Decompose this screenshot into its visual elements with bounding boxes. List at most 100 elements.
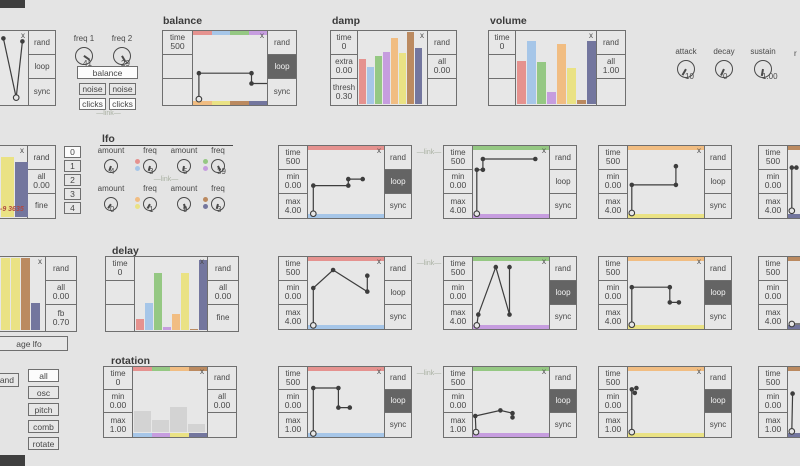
x-marker[interactable]: x bbox=[377, 257, 381, 266]
lfo-amount-2-knob[interactable] bbox=[177, 159, 191, 173]
delay-env-3-envelope-curve[interactable] bbox=[628, 257, 704, 329]
delay-panel-right-cell-fine[interactable]: fine bbox=[207, 304, 239, 332]
rotation-env-3-right-cell-rand[interactable]: rand bbox=[704, 366, 732, 390]
lfo-amount-4-knob[interactable] bbox=[177, 197, 191, 211]
preset-button-1[interactable]: 1 bbox=[64, 160, 81, 172]
sustain-knob[interactable] bbox=[754, 60, 772, 78]
damp-panel-left-cell-thresh[interactable]: thresh 0.30 bbox=[330, 78, 358, 106]
rotation-env-1-right-cell-rand[interactable]: rand bbox=[384, 366, 412, 390]
lfo-env-1-left-cell-time[interactable]: time 500 bbox=[278, 145, 308, 170]
delay-env-2-right-cell-loop[interactable]: loop bbox=[549, 280, 577, 305]
rotation-panel-right-cell-rand[interactable]: rand bbox=[207, 366, 237, 390]
rotation-env-3-left-cell-max[interactable]: max 1.00 bbox=[598, 412, 628, 438]
rotation-env-4-left-cell-time[interactable]: time 500 bbox=[758, 366, 788, 390]
noise-left-button[interactable]: noise bbox=[79, 83, 106, 95]
lfo-freq-1-knob[interactable] bbox=[143, 159, 157, 173]
delay-env-4-left-cell-time[interactable]: time 500 bbox=[758, 256, 788, 281]
lfo-freq-4-knob[interactable] bbox=[211, 197, 225, 211]
rotation-env-2-envelope-editor[interactable]: x bbox=[472, 366, 550, 438]
row1-left-envelope-panel-envelope-curve[interactable] bbox=[0, 31, 28, 105]
rotation-env-1-left-cell-min[interactable]: min 0.00 bbox=[278, 389, 308, 413]
x-marker[interactable]: x bbox=[200, 367, 204, 376]
lfo-env-4-left-cell-time[interactable]: time 500 bbox=[758, 145, 788, 170]
lfo-env-3-right-cell-sync[interactable]: sync bbox=[704, 193, 732, 219]
rotation-env-1-right-cell-sync[interactable]: sync bbox=[384, 412, 412, 438]
rotation-env-3-envelope-curve[interactable] bbox=[628, 367, 704, 437]
rotation-env-3-right-cell-loop[interactable]: loop bbox=[704, 389, 732, 413]
delay-env-2-left-cell-time[interactable]: time 500 bbox=[443, 256, 473, 281]
preset-button-2[interactable]: 2 bbox=[64, 174, 81, 186]
rotation-panel-right-cell-all[interactable]: all 0.00 bbox=[207, 389, 237, 413]
target-pitch-button[interactable]: pitch bbox=[28, 403, 59, 416]
row2-left-bars-panel-right-cell-rand[interactable]: rand bbox=[27, 145, 56, 170]
rotation-env-4-left-cell-max[interactable]: max 1.00 bbox=[758, 412, 788, 438]
row1-left-envelope-panel-right-cell-rand[interactable]: rand bbox=[28, 30, 56, 55]
delay-env-3-left-cell-max[interactable]: max 4.00 bbox=[598, 304, 628, 330]
delay-env-3-right-cell-loop[interactable]: loop bbox=[704, 280, 732, 305]
delay-env-3-left-cell-time[interactable]: time 500 bbox=[598, 256, 628, 281]
attack-knob[interactable] bbox=[677, 60, 695, 78]
x-marker[interactable]: x bbox=[542, 146, 546, 155]
row1-left-envelope-panel-envelope-editor[interactable]: x bbox=[0, 30, 29, 106]
lfo-env-2-envelope-editor[interactable]: x bbox=[472, 145, 550, 219]
lfo-env-2-left-cell-time[interactable]: time 500 bbox=[443, 145, 473, 170]
volume-panel-right-cell-all[interactable]: all 1.00 bbox=[596, 54, 626, 79]
delay-panel-left-cell-time[interactable]: time 0 bbox=[105, 256, 135, 281]
freq-1-knob[interactable] bbox=[75, 47, 93, 65]
lfo-env-3-left-cell-max[interactable]: max 4.00 bbox=[598, 193, 628, 219]
lfo-env-2-envelope-curve[interactable] bbox=[473, 146, 549, 218]
delay-env-2-left-cell-max[interactable]: max 4.00 bbox=[443, 304, 473, 330]
rotation-env-1-envelope-editor[interactable]: x bbox=[307, 366, 385, 438]
lfo-env-3-right-cell-loop[interactable]: loop bbox=[704, 169, 732, 194]
lfo-env-4-envelope-editor[interactable] bbox=[787, 145, 800, 219]
rotation-env-2-left-cell-max[interactable]: max 1.00 bbox=[443, 412, 473, 438]
rotation-env-4-envelope-curve[interactable] bbox=[788, 367, 800, 437]
volume-panel-left-cell-time[interactable]: time 0 bbox=[488, 30, 516, 55]
rotation-env-3-envelope-editor[interactable]: x bbox=[627, 366, 705, 438]
delay-env-2-envelope-curve[interactable] bbox=[473, 257, 549, 329]
rotation-env-1-envelope-curve[interactable] bbox=[308, 367, 384, 437]
lfo-env-3-left-cell-time[interactable]: time 500 bbox=[598, 145, 628, 170]
lfo-env-3-envelope-editor[interactable]: x bbox=[627, 145, 705, 219]
delay-panel-bar-display[interactable]: x bbox=[134, 256, 208, 332]
delay-env-1-right-cell-rand[interactable]: rand bbox=[384, 256, 412, 281]
row3-left-bars-panel-right-cell-rand[interactable]: rand bbox=[45, 256, 77, 281]
preset-button-4[interactable]: 4 bbox=[64, 202, 81, 214]
volume-panel-right-cell-rand[interactable]: rand bbox=[596, 30, 626, 55]
delay-env-1-left-cell-min[interactable]: min 0.00 bbox=[278, 280, 308, 305]
rotation-env-2-envelope-curve[interactable] bbox=[473, 367, 549, 437]
balance-mode-button[interactable]: balance bbox=[77, 66, 138, 79]
x-marker[interactable]: x bbox=[420, 31, 424, 40]
delay-env-4-left-cell-max[interactable]: max 4.00 bbox=[758, 304, 788, 330]
lfo-env-1-left-cell-max[interactable]: max 4.00 bbox=[278, 193, 308, 219]
lfo-env-4-envelope-curve[interactable] bbox=[788, 146, 800, 218]
lfo-env-1-envelope-curve[interactable] bbox=[308, 146, 384, 218]
rotation-env-1-left-cell-time[interactable]: time 500 bbox=[278, 366, 308, 390]
clicks-right-button[interactable]: clicks bbox=[109, 98, 136, 110]
rotation-env-3-right-cell-sync[interactable]: sync bbox=[704, 412, 732, 438]
delay-env-2-right-cell-sync[interactable]: sync bbox=[549, 304, 577, 330]
lfo-env-1-right-cell-loop[interactable]: loop bbox=[384, 169, 412, 194]
lfo-env-2-right-cell-loop[interactable]: loop bbox=[549, 169, 577, 194]
lfo-freq-3-knob[interactable] bbox=[143, 197, 157, 211]
damp-panel-bar-display[interactable]: x bbox=[357, 30, 428, 106]
damp-panel-left-cell-time[interactable]: time 0 bbox=[330, 30, 358, 55]
delay-env-1-right-cell-loop[interactable]: loop bbox=[384, 280, 412, 305]
delay-env-2-envelope-editor[interactable]: x bbox=[472, 256, 550, 330]
lfo-env-2-right-cell-sync[interactable]: sync bbox=[549, 193, 577, 219]
row3-left-bars-panel-right-cell-fb[interactable]: fb 0.70 bbox=[45, 304, 77, 332]
delay-env-2-left-cell-min[interactable]: min 0.00 bbox=[443, 280, 473, 305]
delay-env-1-envelope-curve[interactable] bbox=[308, 257, 384, 329]
lfo-env-1-envelope-editor[interactable]: x bbox=[307, 145, 385, 219]
delay-env-1-envelope-editor[interactable]: x bbox=[307, 256, 385, 330]
delay-env-1-left-cell-max[interactable]: max 4.00 bbox=[278, 304, 308, 330]
delay-env-4-left-cell-min[interactable]: min 0.00 bbox=[758, 280, 788, 305]
x-marker[interactable]: x bbox=[377, 367, 381, 376]
balance-panel-envelope-curve[interactable] bbox=[193, 31, 267, 105]
rotation-env-3-left-cell-min[interactable]: min 0.00 bbox=[598, 389, 628, 413]
x-marker[interactable]: x bbox=[542, 257, 546, 266]
balance-panel-left-cell-time[interactable]: time 500 bbox=[162, 30, 193, 55]
rotation-panel-left-cell-max[interactable]: max 1.00 bbox=[103, 412, 133, 438]
target-comb-button[interactable]: comb bbox=[28, 420, 59, 433]
delay-env-1-right-cell-sync[interactable]: sync bbox=[384, 304, 412, 330]
